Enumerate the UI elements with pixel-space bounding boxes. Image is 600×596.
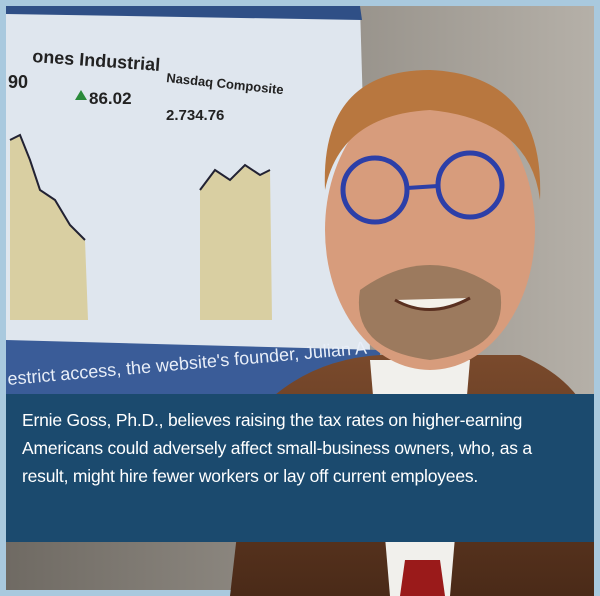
screen-text: 86.02 <box>89 89 132 108</box>
caption-box: Ernie Goss, Ph.D., believes raising the … <box>6 394 594 542</box>
photo-frame: ones Industrial 90 86.02 Nasdaq Composit… <box>0 0 600 596</box>
glasses-bridge <box>407 186 438 188</box>
caption-text: Ernie Goss, Ph.D., believes raising the … <box>22 406 578 490</box>
screen-text: 90 <box>8 72 28 92</box>
screen-text: 2.734.76 <box>166 107 224 124</box>
chart-area <box>200 165 272 320</box>
tie <box>400 560 445 596</box>
